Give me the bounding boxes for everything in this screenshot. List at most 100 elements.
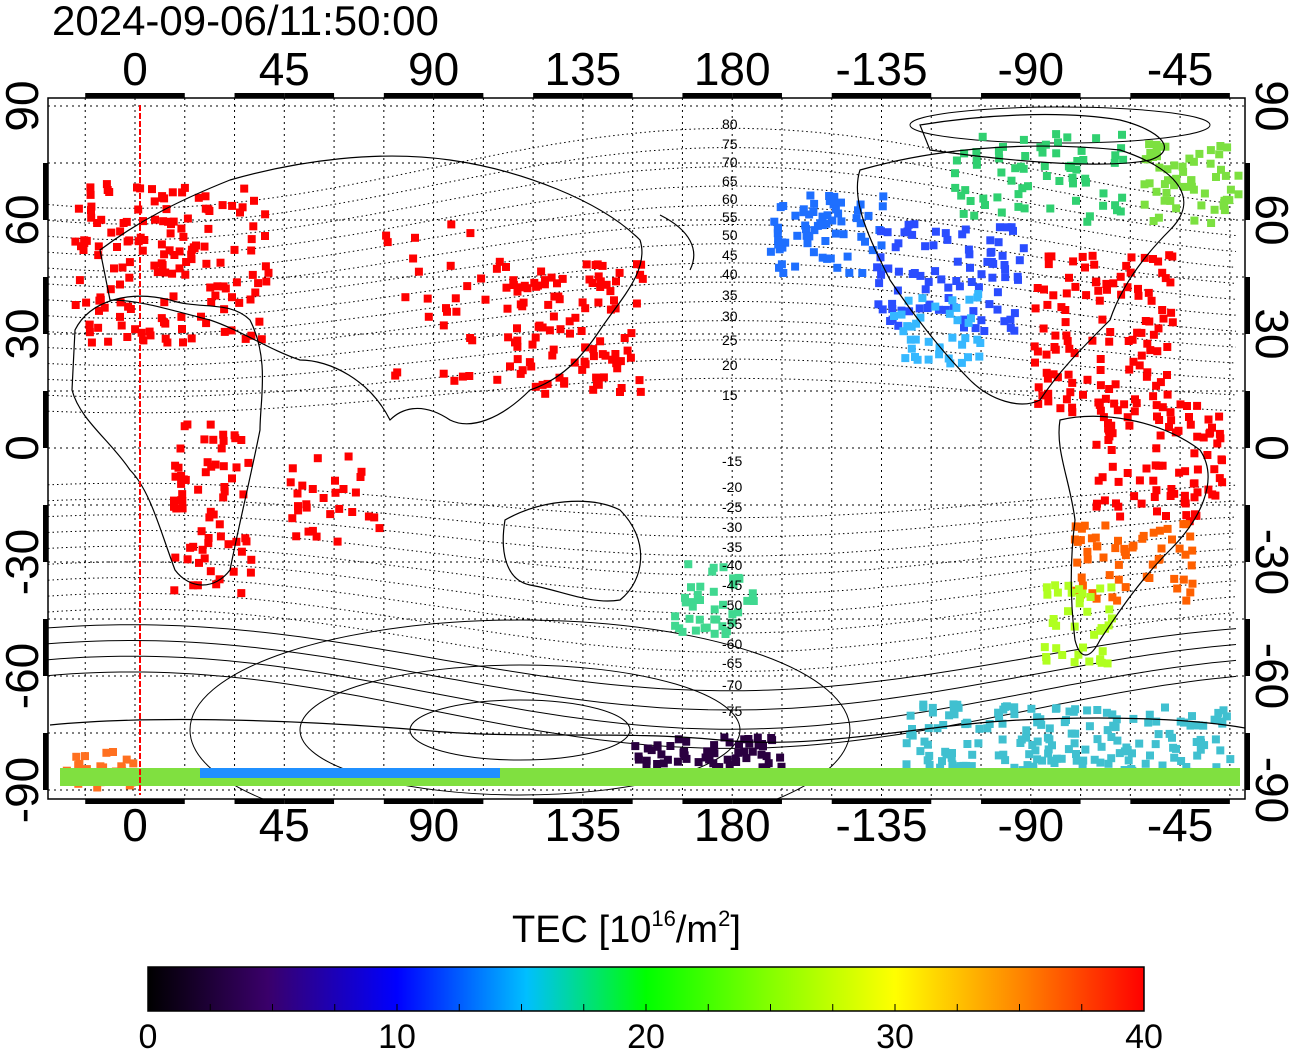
tec-data-cell bbox=[204, 534, 213, 542]
tec-data-cell bbox=[1070, 658, 1079, 667]
tec-data-cell bbox=[593, 260, 602, 269]
tec-data-cell bbox=[553, 279, 561, 288]
tec-data-cell bbox=[589, 385, 598, 394]
tec-data-cell bbox=[1153, 412, 1161, 421]
tec-data-cell bbox=[961, 186, 970, 195]
tec-data-cell bbox=[1064, 607, 1072, 616]
axis-bar-segment bbox=[1130, 799, 1181, 804]
tec-data-cell bbox=[666, 742, 675, 750]
tec-data-cell bbox=[1145, 140, 1154, 149]
tec-data-cell bbox=[1196, 735, 1205, 744]
axis-bar-segment bbox=[582, 799, 633, 804]
tec-data-cell bbox=[941, 229, 950, 238]
tec-data-cell bbox=[1070, 349, 1079, 358]
tec-data-cell bbox=[288, 514, 297, 523]
tec-data-cell bbox=[523, 284, 532, 293]
tec-data-cell bbox=[843, 252, 852, 261]
tec-data-cell bbox=[775, 263, 783, 272]
tec-data-cell bbox=[178, 490, 187, 499]
tec-data-cell bbox=[710, 749, 719, 758]
tec-data-cell bbox=[1204, 485, 1213, 494]
axis-bar-segment bbox=[1130, 93, 1181, 98]
tec-data-cell bbox=[492, 264, 501, 273]
tec-data-cell bbox=[1075, 585, 1084, 594]
tec-data-cell bbox=[1213, 439, 1222, 448]
tec-data-cell bbox=[348, 508, 357, 516]
tec-data-cell bbox=[1182, 596, 1191, 605]
tec-data-cell bbox=[908, 731, 917, 740]
tec-data-cell bbox=[224, 540, 233, 549]
magnetic-latitude-label: 15 bbox=[722, 387, 738, 403]
tec-data-cell bbox=[757, 750, 766, 759]
axis-bar-segment bbox=[533, 799, 583, 804]
tec-data-cell bbox=[830, 192, 839, 201]
tec-data-cell bbox=[578, 365, 587, 374]
tec-data-cell bbox=[201, 468, 210, 477]
tec-data-cell bbox=[1117, 144, 1126, 153]
tec-data-cell bbox=[187, 255, 196, 264]
tec-data-cell bbox=[1165, 423, 1173, 431]
tec-data-cell bbox=[172, 504, 181, 513]
axis-bar-segment bbox=[383, 93, 434, 98]
tec-data-cell bbox=[219, 282, 228, 291]
tec-data-cell bbox=[1051, 331, 1060, 340]
tec-data-cell bbox=[923, 740, 932, 749]
tec-data-cell bbox=[1163, 390, 1172, 399]
tec-data-cell bbox=[777, 762, 786, 771]
tec-data-cell bbox=[411, 233, 419, 242]
tec-data-cell bbox=[72, 752, 81, 761]
tec-data-cell bbox=[555, 295, 564, 304]
tec-data-cell bbox=[803, 239, 812, 248]
tec-data-cell bbox=[1006, 323, 1015, 332]
tec-data-cell bbox=[1064, 745, 1073, 754]
tec-data-cell bbox=[1083, 217, 1092, 226]
tec-data-cell bbox=[998, 735, 1007, 744]
tec-data-cell bbox=[264, 268, 273, 277]
tec-data-cell bbox=[995, 713, 1004, 721]
tec-data-cell bbox=[766, 247, 775, 256]
tec-data-cell bbox=[1014, 202, 1023, 211]
tec-data-cell bbox=[890, 312, 898, 320]
tec-data-cell bbox=[1134, 284, 1142, 293]
tec-data-cell bbox=[1131, 395, 1139, 404]
tec-data-cell bbox=[513, 355, 522, 364]
tec-data-cell bbox=[845, 268, 854, 277]
tec-data-cell bbox=[1170, 574, 1179, 583]
tec-data-cell bbox=[901, 354, 910, 363]
tec-data-cell bbox=[294, 502, 302, 511]
magnetic-pole-contour bbox=[409, 699, 631, 761]
axis-bar-segment bbox=[1245, 277, 1250, 334]
tec-data-cell bbox=[1094, 398, 1103, 407]
tec-data-cell bbox=[254, 279, 263, 288]
tec-data-cell bbox=[1068, 403, 1077, 412]
tec-data-cell bbox=[1072, 196, 1080, 205]
tec-data-cell bbox=[189, 581, 198, 590]
tec-data-cell bbox=[1090, 260, 1099, 269]
tec-data-cell bbox=[995, 223, 1004, 232]
tec-data-cell bbox=[833, 263, 842, 272]
tec-data-cell bbox=[964, 245, 973, 254]
tec-data-cell bbox=[1096, 584, 1105, 593]
tec-data-cell bbox=[952, 303, 961, 312]
tec-data-cell bbox=[1183, 402, 1191, 410]
tec-data-cell bbox=[94, 242, 103, 251]
tec-data-cell bbox=[200, 435, 209, 444]
tec-data-cell bbox=[594, 380, 603, 389]
tec-data-cell bbox=[1092, 594, 1101, 603]
colorbar-tick-label: 20 bbox=[627, 1018, 665, 1056]
tec-data-cell bbox=[293, 489, 302, 498]
tec-data-cell bbox=[525, 358, 534, 367]
tec-data-cell bbox=[1154, 213, 1163, 222]
tec-data-cell bbox=[447, 220, 456, 229]
tec-data-cell bbox=[160, 250, 169, 259]
tec-data-cell bbox=[791, 262, 800, 271]
tec-data-cell bbox=[236, 208, 244, 217]
tec-data-cell bbox=[946, 359, 955, 368]
tec-data-cell bbox=[1130, 492, 1139, 501]
tec-data-cell bbox=[198, 545, 207, 554]
tec-data-cell bbox=[1194, 721, 1203, 730]
axis-bar-segment bbox=[981, 799, 1031, 804]
tec-data-cell bbox=[598, 261, 607, 270]
tec-data-cell bbox=[1193, 401, 1202, 410]
tec-data-cell bbox=[1182, 520, 1191, 529]
